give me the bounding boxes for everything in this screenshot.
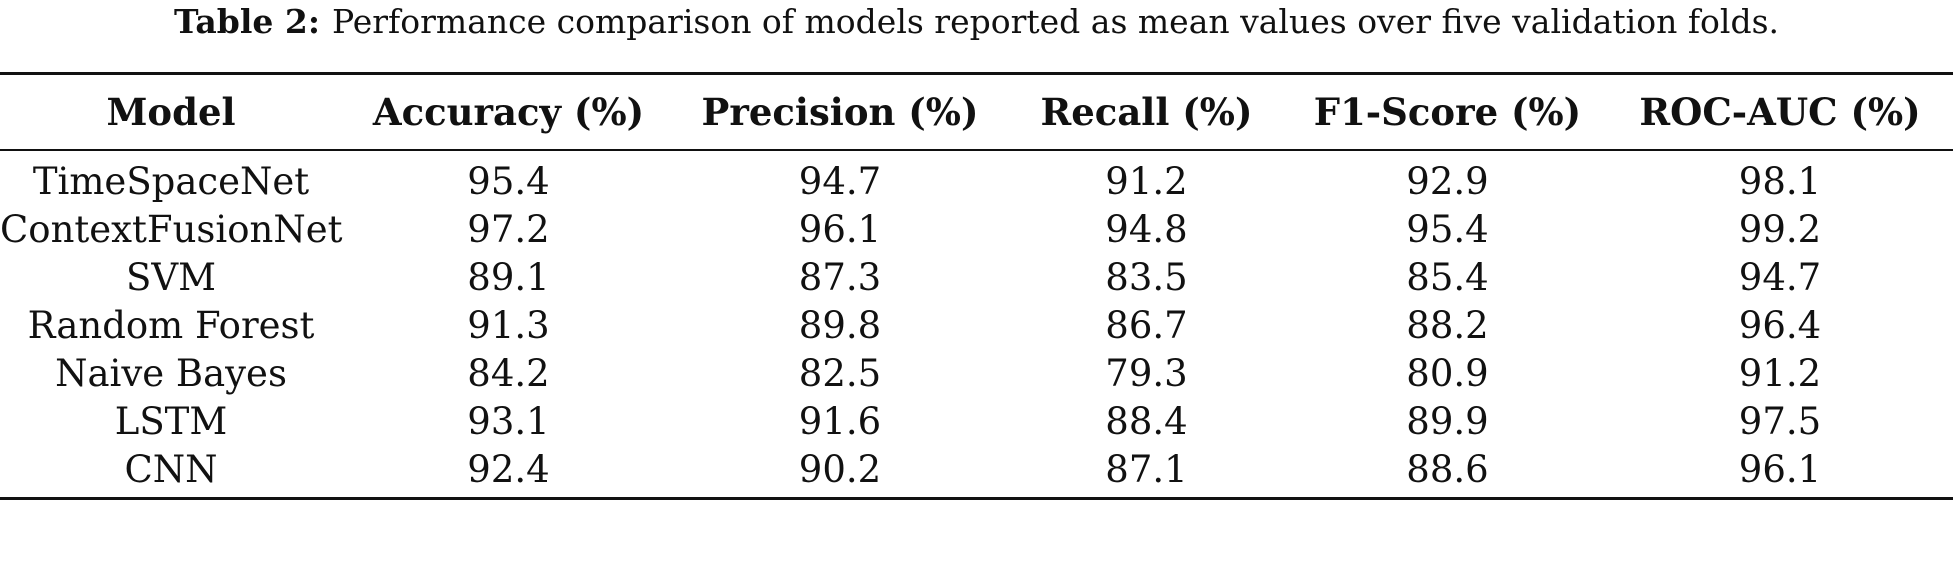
header-model: Model: [106, 90, 236, 134]
cell-precision: 96.1: [798, 207, 882, 251]
cell-precision: 87.3: [798, 255, 882, 299]
header-recall: Recall (%): [1040, 90, 1253, 134]
header-accuracy: Accuracy (%): [372, 90, 645, 134]
cell-model: Random Forest: [27, 303, 315, 347]
cell-precision: 89.8: [798, 303, 882, 347]
cell-f1-score: 88.2: [1406, 303, 1489, 347]
table-header: Model Accuracy (%) Precision (%) Recall …: [0, 73, 1953, 150]
cell-f1-score: 88.6: [1406, 447, 1489, 491]
header-precision: Precision (%): [701, 90, 979, 134]
cell-roc-auc: 96.4: [1738, 303, 1822, 347]
cell-precision: 91.6: [798, 399, 882, 443]
cell-model: ContextFusionNet: [0, 207, 343, 251]
cell-roc-auc: 97.5: [1738, 399, 1822, 443]
cell-recall: 91.2: [1105, 159, 1188, 203]
cell-roc-auc: 94.7: [1738, 255, 1822, 299]
cell-accuracy: 95.4: [467, 159, 550, 203]
table-row: Random Forest 91.3 89.8 86.7 88.2 96.4: [0, 301, 1953, 349]
cell-recall: 79.3: [1105, 351, 1188, 395]
cell-accuracy: 97.2: [467, 207, 550, 251]
cell-recall: 86.7: [1105, 303, 1188, 347]
table-row: Naive Bayes 84.2 82.5 79.3 80.9 91.2: [0, 349, 1953, 397]
caption-text: Performance comparison of models reporte…: [332, 2, 1780, 41]
cell-precision: 90.2: [798, 447, 882, 491]
cell-model: SVM: [126, 255, 216, 299]
table-row: LSTM 93.1 91.6 88.4 89.9 97.5: [0, 397, 1953, 445]
table-caption: Table 2: Performance comparison of models…: [0, 0, 1953, 50]
cell-recall: 83.5: [1105, 255, 1188, 299]
cell-model: LSTM: [114, 399, 228, 443]
cell-accuracy: 84.2: [467, 351, 550, 395]
cell-recall: 87.1: [1105, 447, 1188, 491]
table-container: Model Accuracy (%) Precision (%) Recall …: [0, 72, 1953, 500]
cell-accuracy: 92.4: [467, 447, 550, 491]
cell-precision: 82.5: [798, 351, 882, 395]
cell-roc-auc: 91.2: [1738, 351, 1822, 395]
cell-precision: 94.7: [798, 159, 882, 203]
cell-model: Naive Bayes: [55, 351, 287, 395]
cell-accuracy: 89.1: [467, 255, 550, 299]
cell-roc-auc: 99.2: [1738, 207, 1822, 251]
header-row: Model Accuracy (%) Precision (%) Recall …: [0, 73, 1953, 150]
caption-label: Table 2:: [173, 2, 321, 41]
cell-recall: 88.4: [1105, 399, 1188, 443]
cell-roc-auc: 98.1: [1738, 159, 1822, 203]
performance-table: Model Accuracy (%) Precision (%) Recall …: [0, 72, 1953, 500]
cell-recall: 94.8: [1105, 207, 1188, 251]
cell-f1-score: 92.9: [1406, 159, 1489, 203]
cell-f1-score: 89.9: [1406, 399, 1489, 443]
cell-f1-score: 85.4: [1406, 255, 1489, 299]
cell-model: TimeSpaceNet: [32, 159, 310, 203]
cell-accuracy: 91.3: [467, 303, 550, 347]
cell-roc-auc: 96.1: [1738, 447, 1822, 491]
cell-f1-score: 95.4: [1406, 207, 1489, 251]
table-row: ContextFusionNet 97.2 96.1 94.8 95.4 99.…: [0, 205, 1953, 253]
cell-f1-score: 80.9: [1406, 351, 1489, 395]
header-roc-auc: ROC-AUC (%): [1639, 90, 1921, 134]
cell-model: CNN: [124, 447, 218, 491]
table-body: TimeSpaceNet 95.4 94.7 91.2 92.9 98.1 Co…: [0, 150, 1953, 499]
table-row: SVM 89.1 87.3 83.5 85.4 94.7: [0, 253, 1953, 301]
header-f1-score: F1-Score (%): [1313, 90, 1582, 134]
table-row: TimeSpaceNet 95.4 94.7 91.2 92.9 98.1: [0, 150, 1953, 205]
table-row: CNN 92.4 90.2 87.1 88.6 96.1: [0, 445, 1953, 499]
cell-accuracy: 93.1: [467, 399, 550, 443]
